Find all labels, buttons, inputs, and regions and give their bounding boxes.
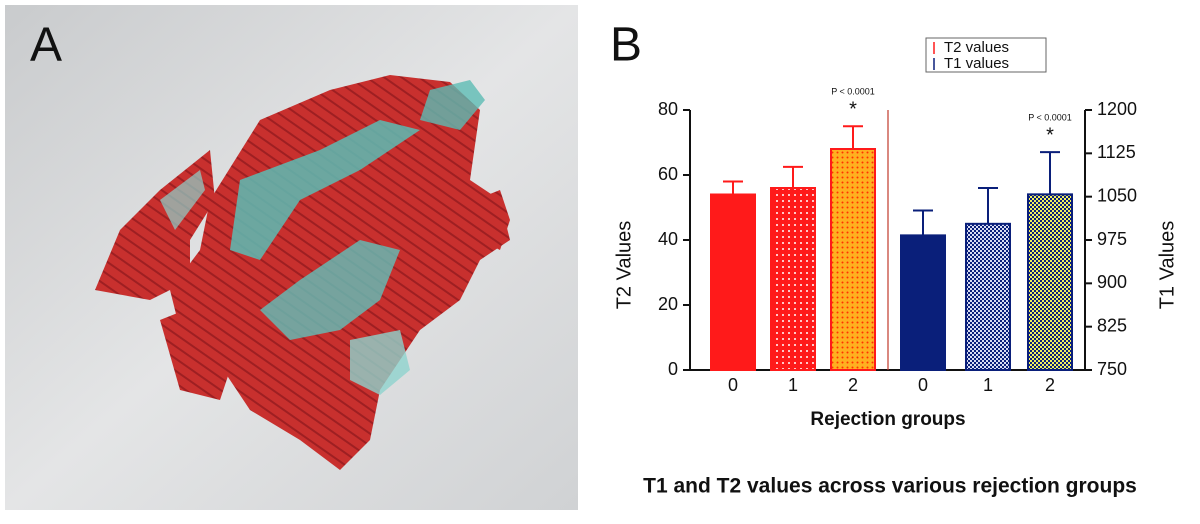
x-axis-label: Rejection groups: [810, 409, 965, 430]
bar: [830, 148, 876, 371]
y2-tick-label: 1200: [1097, 99, 1137, 119]
legend-label: T1 values: [944, 55, 1009, 72]
y2-tick-label: 975: [1097, 229, 1127, 249]
annotation-text: P < 0.0001: [1028, 113, 1072, 123]
y-tick-label: 0: [668, 359, 678, 379]
annotation-text: P < 0.0001: [831, 87, 875, 97]
bar: [770, 187, 816, 371]
y-tick-label: 20: [658, 294, 678, 314]
bar: [1027, 193, 1073, 371]
x-tick-label: 0: [728, 375, 738, 395]
panel-label: A: [30, 19, 62, 72]
bar: [965, 222, 1011, 371]
bar: [900, 234, 946, 371]
bar: [710, 193, 756, 371]
histology-image: [5, 5, 578, 510]
caption: T1 and T2 values across various rejectio…: [643, 475, 1137, 498]
x-tick-label: 2: [848, 375, 858, 395]
y-tick-label: 80: [658, 99, 678, 119]
y2-tick-label: 1125: [1097, 142, 1136, 162]
x-tick-label: 2: [1045, 375, 1055, 395]
legend-box: [925, 37, 1047, 73]
y2-tick-label: 900: [1097, 272, 1127, 292]
x-tick-label: 1: [983, 375, 993, 395]
y2-axis-label: T1 Values: [1156, 221, 1178, 310]
y2-tick-label: 825: [1097, 315, 1127, 335]
legend-label: T2 values: [944, 39, 1009, 56]
x-tick-label: 0: [918, 375, 928, 395]
y-tick-label: 40: [658, 229, 678, 249]
y2-tick-label: 1050: [1097, 185, 1137, 205]
y-axis-label: T2 Values: [613, 221, 635, 310]
y2-tick-label: 750: [1097, 359, 1127, 379]
x-tick-label: 1: [788, 375, 798, 395]
annotation-mark: *: [1046, 124, 1054, 146]
panel-label: B: [610, 19, 642, 72]
annotation-mark: *: [849, 99, 857, 121]
y-tick-label: 60: [658, 164, 678, 184]
